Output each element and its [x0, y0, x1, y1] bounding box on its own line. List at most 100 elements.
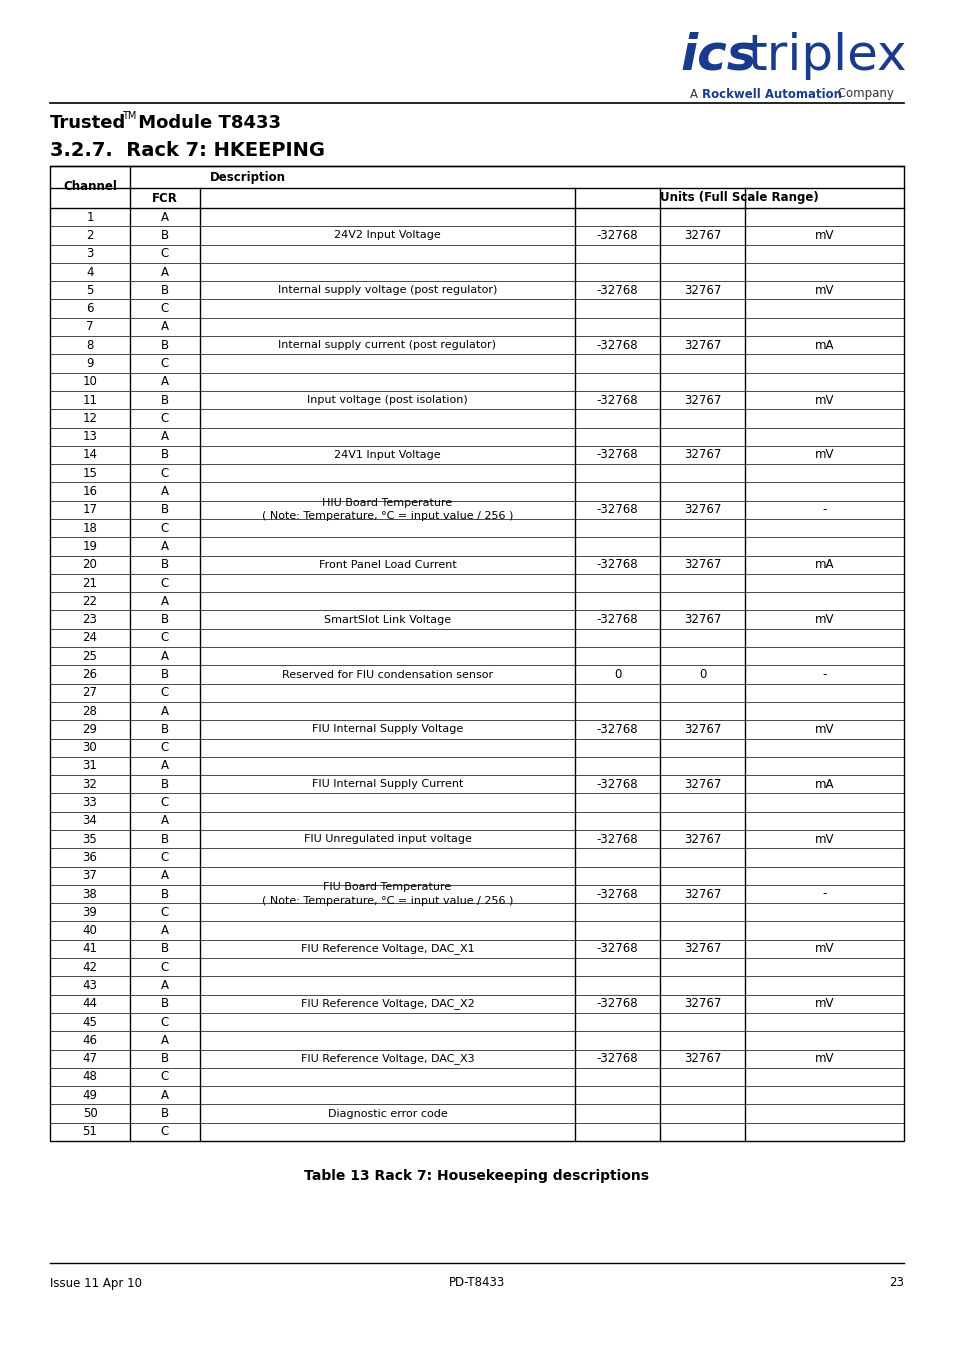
Text: 32767: 32767: [683, 393, 720, 407]
Text: Front Panel Load Current: Front Panel Load Current: [318, 559, 456, 570]
Text: 9: 9: [86, 357, 93, 370]
Text: 21: 21: [82, 577, 97, 589]
Text: C: C: [161, 1125, 169, 1139]
Text: 26: 26: [82, 667, 97, 681]
Text: mV: mV: [814, 228, 833, 242]
Text: Internal supply current (post regulator): Internal supply current (post regulator): [278, 340, 496, 350]
Text: 34: 34: [83, 815, 97, 827]
Text: 24V2 Input Voltage: 24V2 Input Voltage: [334, 231, 440, 240]
Text: B: B: [161, 888, 169, 901]
Text: 30: 30: [83, 742, 97, 754]
Text: mA: mA: [814, 778, 833, 790]
Text: -: -: [821, 667, 826, 681]
Text: 3.2.7.  Rack 7: HKEEPING: 3.2.7. Rack 7: HKEEPING: [50, 142, 325, 161]
Text: mV: mV: [814, 393, 833, 407]
Text: mV: mV: [814, 284, 833, 297]
Text: A: A: [161, 211, 169, 224]
Text: 10: 10: [83, 376, 97, 388]
Text: 44: 44: [82, 997, 97, 1011]
Text: mA: mA: [814, 339, 833, 351]
Text: 35: 35: [83, 832, 97, 846]
Text: C: C: [161, 631, 169, 644]
Text: Description: Description: [210, 170, 286, 184]
Text: 32767: 32767: [683, 504, 720, 516]
Text: 37: 37: [83, 869, 97, 882]
Text: -: -: [821, 888, 826, 901]
Text: C: C: [161, 961, 169, 974]
Text: 31: 31: [83, 759, 97, 773]
Text: 24V1 Input Voltage: 24V1 Input Voltage: [334, 450, 440, 459]
Text: B: B: [161, 339, 169, 351]
Text: A: A: [161, 540, 169, 553]
Text: Company: Company: [833, 88, 893, 100]
Text: 8: 8: [86, 339, 93, 351]
Text: Channel: Channel: [63, 181, 117, 193]
Text: 32767: 32767: [683, 613, 720, 626]
Bar: [50, 166, 903, 1142]
Text: ics: ics: [679, 32, 756, 80]
Text: -32768: -32768: [596, 778, 638, 790]
Text: mV: mV: [814, 723, 833, 736]
Text: Table 13 Rack 7: Housekeeping descriptions: Table 13 Rack 7: Housekeeping descriptio…: [304, 1169, 649, 1183]
Text: A: A: [161, 979, 169, 992]
Text: 27: 27: [82, 686, 97, 700]
Text: 15: 15: [83, 466, 97, 480]
Text: FIU Internal Supply Voltage: FIU Internal Supply Voltage: [312, 724, 462, 735]
Text: 32767: 32767: [683, 228, 720, 242]
Text: A: A: [161, 376, 169, 388]
Text: A: A: [161, 705, 169, 717]
Text: 38: 38: [83, 888, 97, 901]
Text: 5: 5: [86, 284, 93, 297]
Text: 32767: 32767: [683, 778, 720, 790]
Text: 25: 25: [83, 650, 97, 663]
Text: -32768: -32768: [596, 943, 638, 955]
Text: 32767: 32767: [683, 943, 720, 955]
Text: B: B: [161, 393, 169, 407]
Text: A: A: [161, 759, 169, 773]
Text: mV: mV: [814, 997, 833, 1011]
Text: -32768: -32768: [596, 228, 638, 242]
Text: SmartSlot Link Voltage: SmartSlot Link Voltage: [324, 615, 451, 624]
Text: C: C: [161, 303, 169, 315]
Text: A: A: [161, 485, 169, 499]
Text: Rockwell Automation: Rockwell Automation: [701, 88, 841, 100]
Text: C: C: [161, 905, 169, 919]
Text: 1: 1: [86, 211, 93, 224]
Text: C: C: [161, 851, 169, 863]
Text: 4: 4: [86, 266, 93, 278]
Text: B: B: [161, 997, 169, 1011]
Text: 6: 6: [86, 303, 93, 315]
Text: -32768: -32768: [596, 888, 638, 901]
Text: FIU Reference Voltage, DAC_X2: FIU Reference Voltage, DAC_X2: [300, 998, 474, 1009]
Text: TM: TM: [122, 111, 136, 122]
Text: 51: 51: [83, 1125, 97, 1139]
Text: FIU Internal Supply Current: FIU Internal Supply Current: [312, 780, 463, 789]
Text: Module T8433: Module T8433: [132, 113, 281, 132]
Text: -32768: -32768: [596, 832, 638, 846]
Text: 2: 2: [86, 228, 93, 242]
Text: -32768: -32768: [596, 339, 638, 351]
Text: 36: 36: [83, 851, 97, 863]
Text: mV: mV: [814, 613, 833, 626]
Text: FIU Reference Voltage, DAC_X1: FIU Reference Voltage, DAC_X1: [300, 943, 474, 954]
Text: FIU Unregulated input voltage: FIU Unregulated input voltage: [303, 834, 471, 844]
Text: HIU Board Temperature
( Note: Temperature, °C = input value / 256 ): HIU Board Temperature ( Note: Temperatur…: [261, 499, 513, 521]
Text: C: C: [161, 466, 169, 480]
Text: Reserved for FIU condensation sensor: Reserved for FIU condensation sensor: [282, 670, 493, 680]
Text: B: B: [161, 1106, 169, 1120]
Text: B: B: [161, 832, 169, 846]
Text: -32768: -32768: [596, 723, 638, 736]
Text: B: B: [161, 558, 169, 571]
Text: 23: 23: [83, 613, 97, 626]
Text: C: C: [161, 357, 169, 370]
Text: -: -: [821, 504, 826, 516]
Text: FCR: FCR: [152, 192, 178, 204]
Text: Internal supply voltage (post regulator): Internal supply voltage (post regulator): [277, 285, 497, 296]
Text: 49: 49: [82, 1089, 97, 1102]
Text: B: B: [161, 943, 169, 955]
Text: mV: mV: [814, 1052, 833, 1065]
Text: 17: 17: [82, 504, 97, 516]
Text: 28: 28: [83, 705, 97, 717]
Text: A: A: [161, 869, 169, 882]
Text: C: C: [161, 521, 169, 535]
